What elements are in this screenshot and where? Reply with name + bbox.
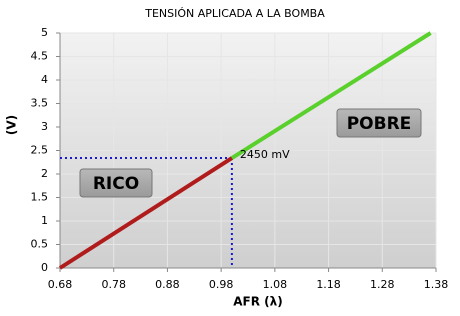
x-axis-title: AFR (λ) xyxy=(233,295,282,309)
point-label: 2450 mV xyxy=(240,148,290,161)
y-tick-label: 1.5 xyxy=(31,191,49,204)
y-tick-label: 4.5 xyxy=(31,50,49,63)
legend-label: RICO xyxy=(93,174,139,194)
y-tick-label: 3.5 xyxy=(31,97,49,110)
legend-box xyxy=(79,168,153,198)
x-tick-label: 1.38 xyxy=(424,278,449,291)
y-tick-label: 0 xyxy=(41,261,48,274)
chart-title: TENSIÓN APLICADA A LA BOMBA xyxy=(144,7,325,20)
y-tick-label: 0.5 xyxy=(31,238,49,251)
x-tick-label: 1.28 xyxy=(370,278,395,291)
x-tick-label: 0.68 xyxy=(48,278,73,291)
legend-label: POBRE xyxy=(347,114,412,134)
y-tick-label: 5 xyxy=(41,26,48,39)
y-tick-label: 2.5 xyxy=(31,144,49,157)
series-line xyxy=(230,31,432,160)
x-tick-label: 0.98 xyxy=(209,278,234,291)
y-tick-label: 1 xyxy=(41,214,48,227)
x-tick-label: 1.08 xyxy=(263,278,288,291)
y-tick-label: 4 xyxy=(41,73,48,86)
y-tick-label: 3 xyxy=(41,120,48,133)
x-tick-label: 0.88 xyxy=(155,278,180,291)
y-axis-title: (V) xyxy=(5,115,19,135)
series-line xyxy=(58,156,233,270)
y-tick-label: 2 xyxy=(41,167,48,180)
x-tick-label: 0.78 xyxy=(101,278,126,291)
legend-box xyxy=(336,108,422,138)
x-tick-label: 1.18 xyxy=(316,278,341,291)
